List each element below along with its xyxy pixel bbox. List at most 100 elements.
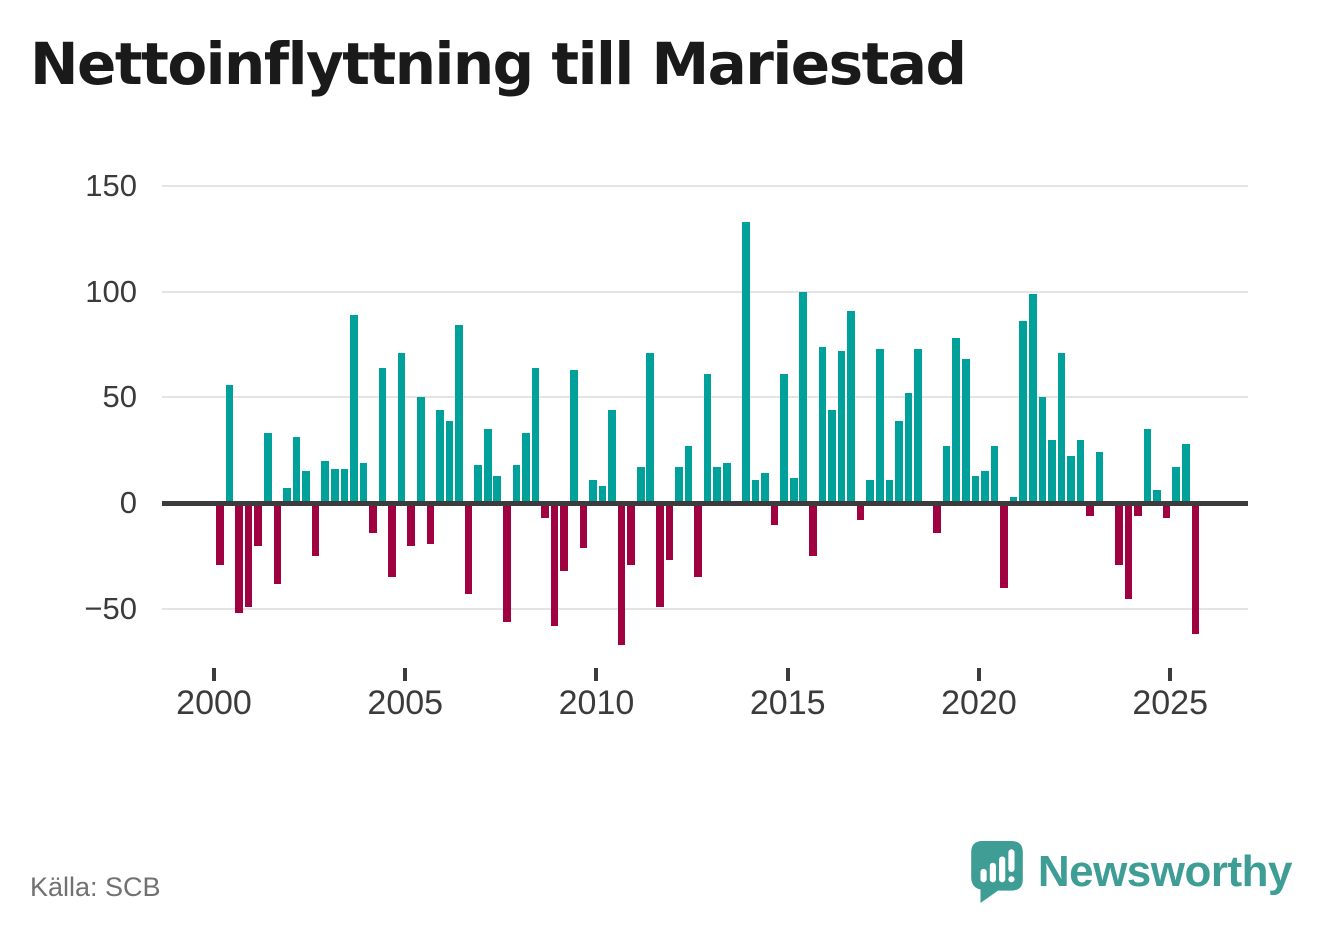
bar-positive [1048, 439, 1056, 503]
bar-positive [684, 445, 693, 503]
y-tick-label: −50 [84, 590, 137, 626]
bar-positive [225, 384, 234, 503]
bar-negative [665, 505, 674, 561]
bar-positive [589, 479, 597, 503]
bar-positive [636, 467, 645, 503]
bar-positive [1153, 490, 1161, 503]
bar-negative [1000, 505, 1008, 588]
bar-positive [799, 291, 808, 503]
bar-positive [713, 467, 721, 503]
bar-negative [1115, 505, 1123, 565]
bar-positive [264, 433, 272, 503]
bar-positive [1172, 467, 1180, 503]
bar-negative [1134, 505, 1142, 517]
bar-negative [503, 505, 511, 622]
bar-positive [1057, 352, 1066, 503]
gridline [162, 607, 1248, 610]
bar-positive [828, 409, 836, 503]
chart-title: Nettoinflyttning till Mariestad [30, 30, 967, 98]
bar-negative [627, 505, 635, 565]
bar-positive [1143, 429, 1152, 503]
bar-negative [369, 505, 377, 533]
bar-positive [302, 471, 310, 503]
bar-positive [1019, 321, 1027, 503]
bar-negative [464, 505, 473, 595]
bar-positive [942, 445, 951, 503]
bar-negative [273, 505, 282, 584]
y-tick-label: 0 [119, 485, 137, 520]
bar-positive [569, 369, 578, 503]
bar-positive [455, 325, 463, 503]
bar-positive [512, 464, 521, 503]
bar-negative [856, 505, 865, 521]
bar-negative [1124, 505, 1133, 599]
bar-positive [1009, 496, 1018, 503]
bar-positive [761, 473, 769, 503]
bar-positive [1076, 439, 1085, 503]
bar-positive [436, 409, 444, 503]
bar-positive [981, 471, 989, 503]
bar-negative [541, 505, 549, 519]
zero-axis-line [162, 500, 1248, 506]
bar-negative [426, 505, 435, 544]
bar-negative [407, 505, 416, 546]
bar-positive [416, 397, 425, 503]
bar-positive [818, 346, 827, 503]
bar-positive [904, 393, 913, 503]
plot-area: 150 100 50 0 −50 2000 2005 2010 2015 2020 2025 [84, 168, 1248, 722]
bar-positive [875, 348, 884, 503]
gridline [162, 290, 1248, 293]
bar-positive [1181, 443, 1190, 503]
bar-positive [1038, 397, 1047, 503]
x-axis-tick [403, 668, 408, 681]
bar-positive [895, 420, 903, 503]
bar-positive [340, 469, 349, 503]
bar-positive [292, 437, 301, 503]
x-tick-label: 2025 [1132, 684, 1208, 722]
x-tick-label: 2015 [749, 684, 826, 722]
x-axis-tick [212, 668, 216, 681]
x-axis-tick [785, 668, 790, 681]
bar-positive [789, 477, 798, 503]
bar-positive [847, 310, 855, 503]
bar-positive [885, 479, 894, 503]
bar-negative [216, 505, 224, 565]
bar-positive [608, 409, 616, 503]
bar-positive [1067, 456, 1075, 503]
bar-negative [617, 505, 626, 646]
y-tick-label: 150 [85, 167, 137, 203]
bar-positive [378, 367, 387, 503]
bar-positive [321, 460, 329, 503]
bar-positive [493, 475, 502, 503]
newsworthy-logo: Newsworthy [970, 840, 1293, 904]
bar-positive [866, 479, 874, 503]
bar-positive [522, 433, 530, 503]
bar-positive [971, 475, 980, 503]
bar-negative [550, 505, 559, 626]
bar-positive [483, 429, 492, 503]
y-tick-label: 50 [102, 379, 137, 415]
bar-positive [703, 374, 712, 503]
bar-negative [770, 505, 779, 525]
bar-positive [675, 467, 683, 503]
bar-positive [837, 350, 846, 503]
bar-positive [646, 352, 655, 503]
bar-positive [722, 462, 731, 503]
newsworthy-bubble-icon [971, 841, 1023, 903]
bar-positive [952, 338, 961, 503]
bar-negative [694, 505, 702, 578]
bar-positive [1028, 293, 1037, 503]
x-tick-label: 2005 [367, 684, 444, 722]
bar-positive [751, 479, 760, 503]
bar-positive [962, 359, 970, 503]
bar-positive [359, 462, 368, 503]
bar-negative [1086, 505, 1094, 517]
y-tick-label: 100 [85, 273, 137, 309]
bar-positive [990, 445, 999, 503]
x-tick-label: 2000 [176, 684, 252, 722]
bar-positive [914, 348, 922, 503]
bar-negative [656, 505, 664, 607]
bar-negative [244, 505, 253, 607]
bar-negative [579, 505, 588, 548]
bar-positive [350, 314, 358, 503]
